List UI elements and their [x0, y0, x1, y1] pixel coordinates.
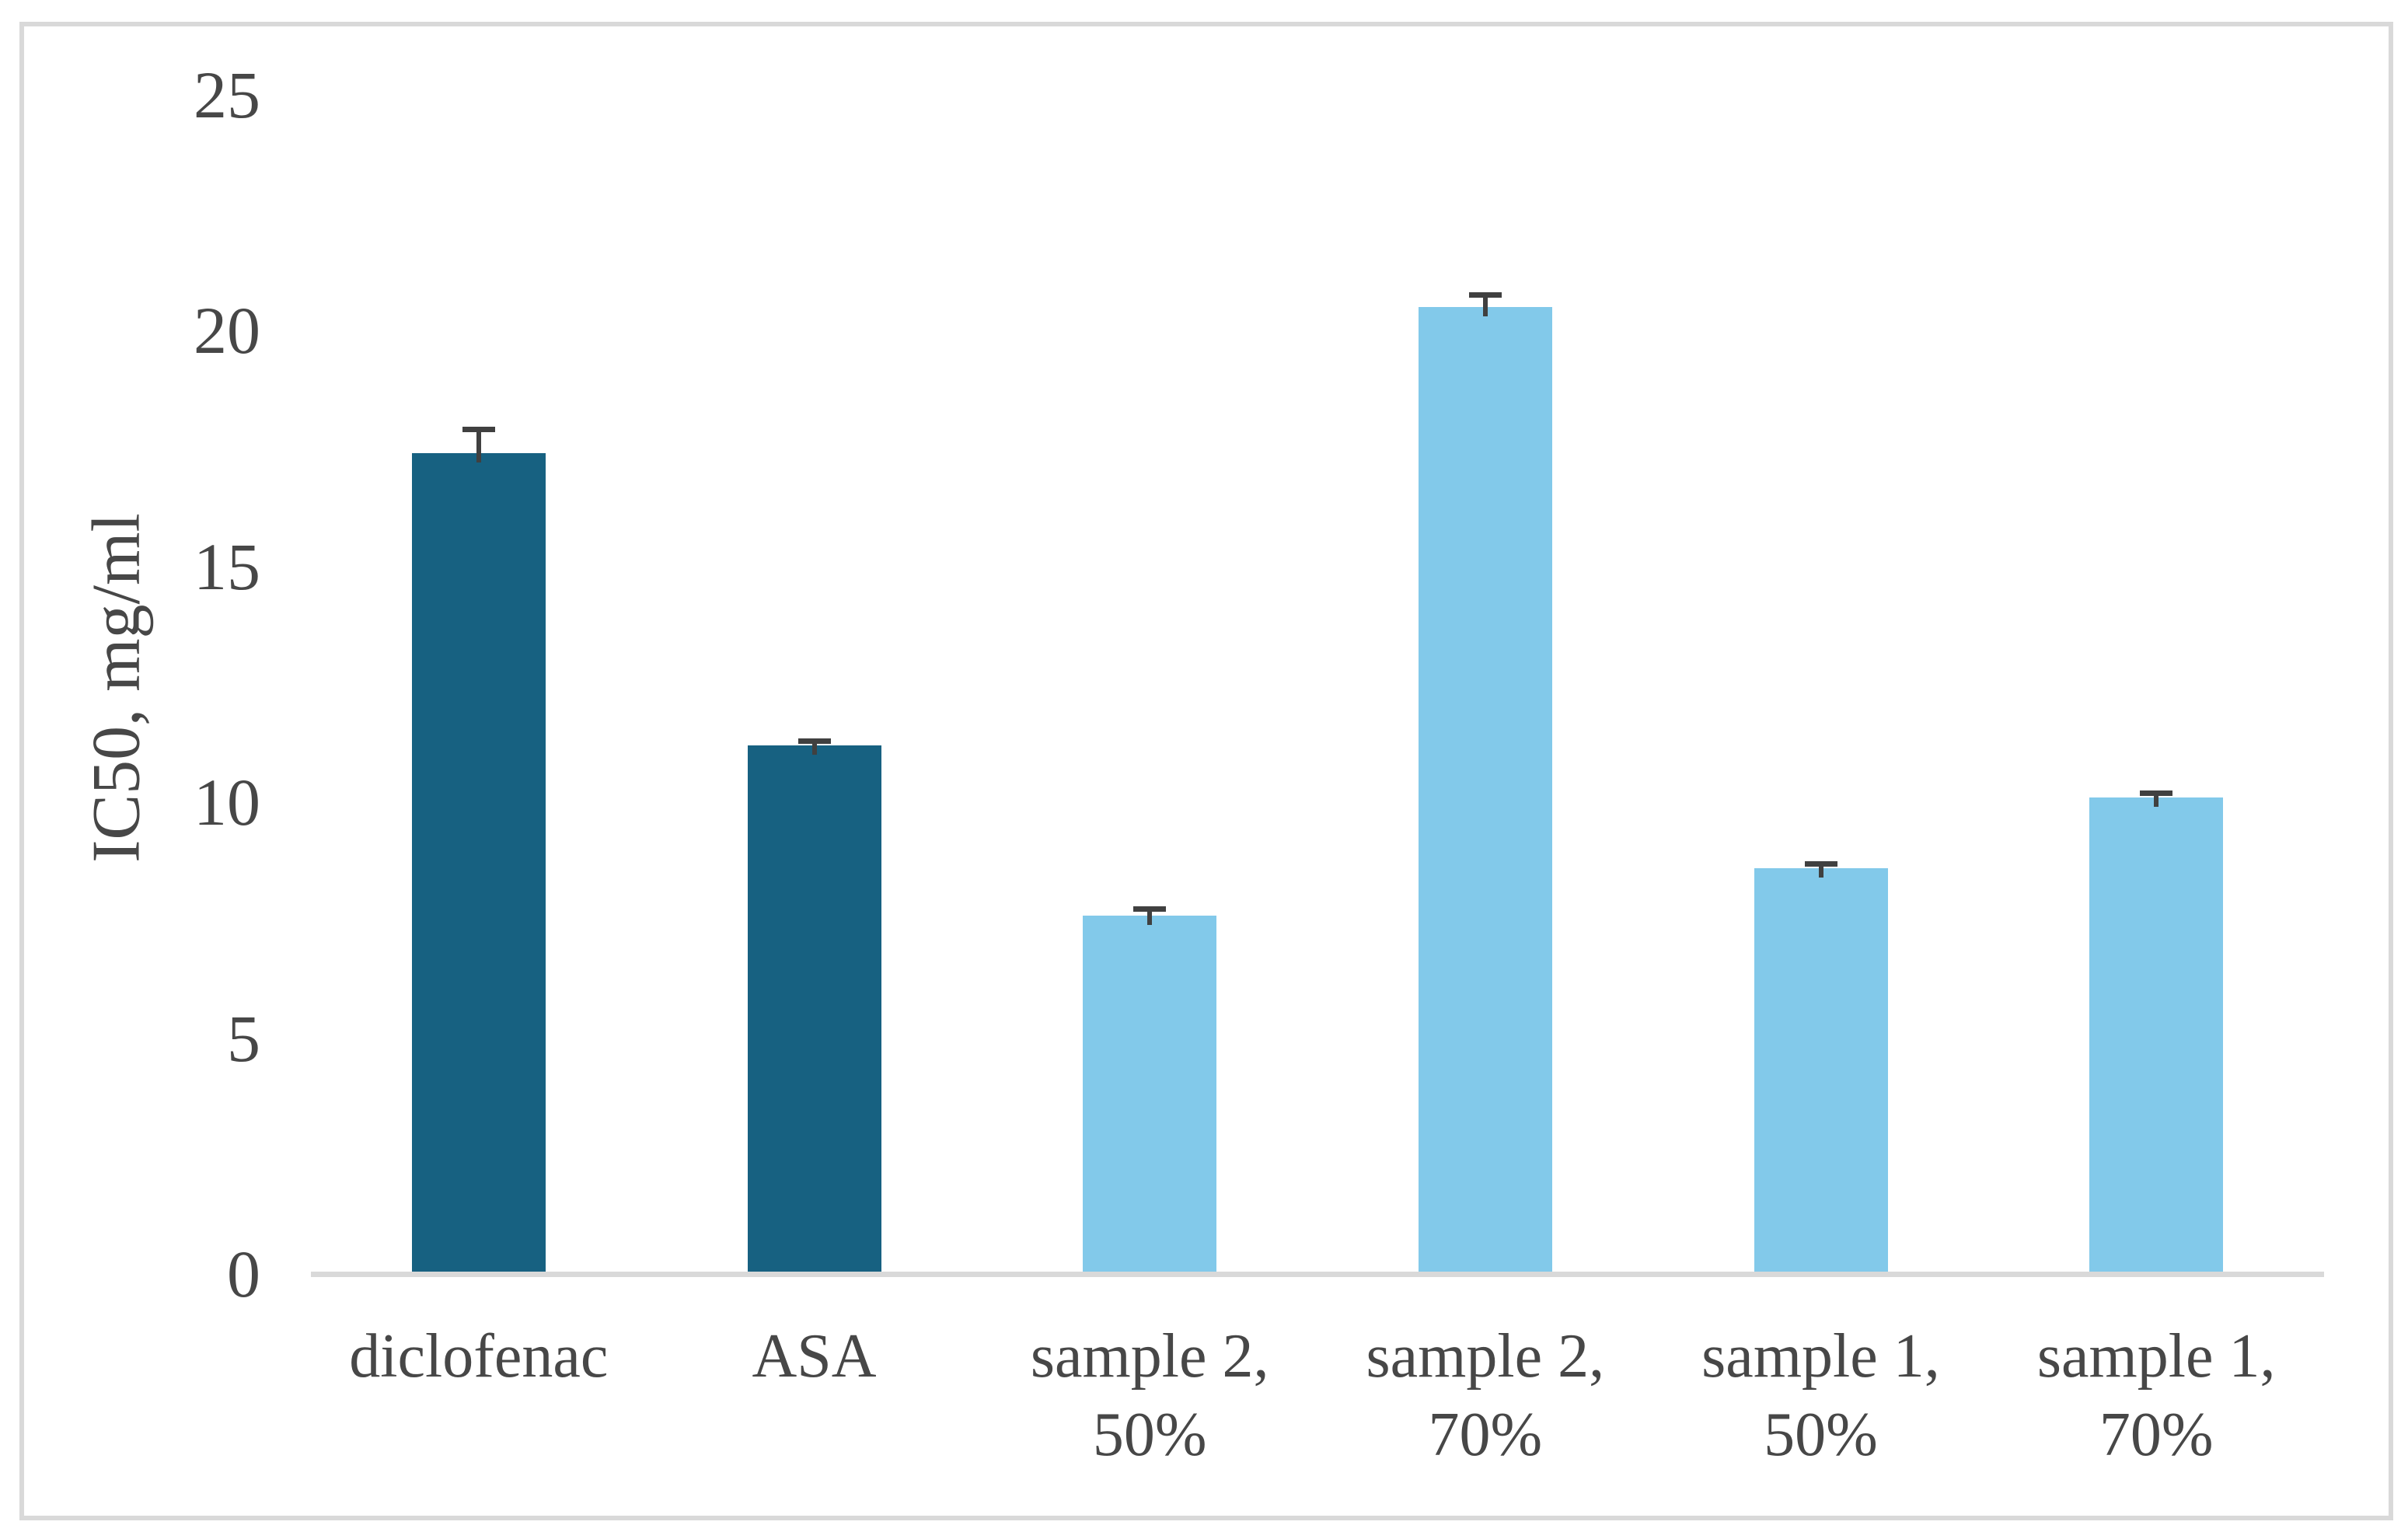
bar-sample-2-70: [1418, 306, 1552, 1274]
x-label-asa: ASA: [647, 1317, 982, 1396]
x-label-sample-2-70: sample 2, 70%: [1317, 1317, 1653, 1474]
x-label-line: 70%: [1428, 1401, 1543, 1469]
bar-asa: [747, 745, 881, 1274]
error-bar-cap-asa: [797, 738, 831, 745]
bar-sample-1-50: [1754, 867, 1888, 1274]
x-label-line: sample 1,: [1701, 1322, 1940, 1391]
x-label-line: sample 2,: [1030, 1322, 1269, 1391]
error-bar-cap-sample-2-50: [1133, 906, 1167, 912]
x-label-line: sample 1,: [2036, 1322, 2276, 1391]
x-label-sample-2-50: sample 2, 50%: [982, 1317, 1317, 1474]
x-label-sample-1-70: sample 1, 70%: [1988, 1317, 2324, 1474]
bar-sample-2-50: [1083, 915, 1217, 1274]
error-bar-cap-sample-1-70: [2140, 790, 2173, 796]
error-bar-sample-1-70: [2154, 792, 2159, 807]
y-tick-label-15: 15: [194, 529, 260, 604]
x-label-line: sample 2,: [1366, 1322, 1605, 1391]
x-label-sample-1-50: sample 1, 50%: [1653, 1317, 1989, 1474]
x-label-line: 70%: [2099, 1401, 2214, 1469]
error-bar-cap-sample-2-70: [1468, 292, 1502, 298]
x-label-line: diclofenac: [349, 1322, 609, 1391]
x-label-diclofenac: diclofenac: [311, 1317, 647, 1396]
y-tick-label-10: 10: [194, 765, 260, 839]
bar-diclofenac: [411, 452, 546, 1274]
error-bar-cap-sample-1-50: [1804, 860, 1837, 867]
y-tick-label-20: 20: [194, 293, 260, 368]
y-tick-label-25: 25: [194, 57, 260, 132]
error-bar-sample-1-50: [1818, 863, 1823, 878]
x-axis-line: [311, 1272, 2324, 1277]
x-label-line: 50%: [1764, 1401, 1878, 1469]
error-bar-diclofenac: [476, 429, 481, 462]
y-tick-label-5: 5: [227, 1000, 260, 1076]
chart-frame: [19, 22, 2393, 1520]
error-bar-sample-2-50: [1147, 908, 1153, 925]
x-label-line: 50%: [1092, 1401, 1207, 1469]
error-bar-cap-diclofenac: [462, 427, 495, 433]
error-bar-asa: [811, 741, 817, 756]
bar-sample-1-70: [2089, 797, 2224, 1274]
error-bar-sample-2-70: [1482, 295, 1488, 316]
y-tick-label-0: 0: [227, 1237, 260, 1311]
x-label-line: ASA: [752, 1322, 877, 1391]
